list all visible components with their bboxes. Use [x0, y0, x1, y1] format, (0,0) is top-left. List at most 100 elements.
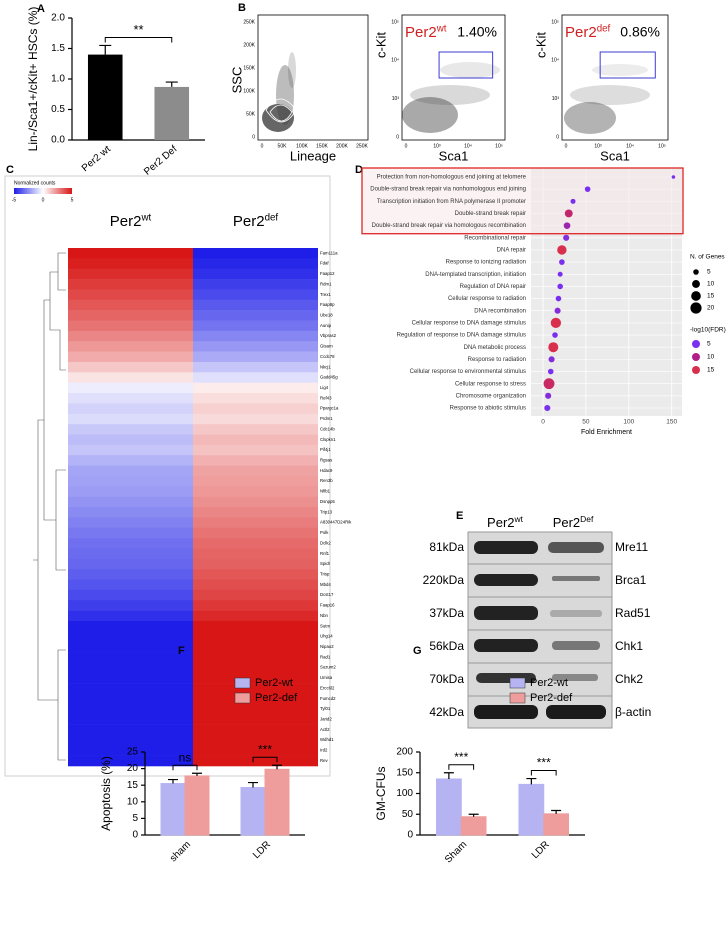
dot — [552, 332, 558, 338]
heatmap-cell — [68, 755, 193, 767]
heatmap-cell — [68, 444, 193, 456]
heatmap-cell — [68, 434, 193, 446]
term-label: DNA recombination — [474, 308, 526, 314]
heatmap-cell — [68, 538, 193, 549]
y-tick-label: 15 — [127, 780, 139, 791]
significance-label: *** — [454, 750, 468, 764]
significance-bracket — [252, 756, 278, 763]
heatmap-cell — [193, 724, 318, 736]
flow-title: Per2def — [565, 23, 611, 41]
row-label: Fumcd2 — [320, 696, 336, 701]
panel-letter: G — [413, 645, 422, 657]
error-bar — [551, 809, 562, 814]
heatmap-cell — [193, 589, 318, 601]
bar — [436, 778, 462, 836]
heatmap-cell — [193, 693, 318, 705]
y-tick-label: 0 — [396, 134, 399, 140]
heatmap-cell — [193, 361, 318, 373]
heatmap-cell — [68, 289, 193, 301]
term-label: Cellular response to environmental stimu… — [410, 369, 526, 375]
x-tick-label: 10⁵ — [658, 143, 666, 149]
row-label: Faap8p — [320, 302, 335, 307]
heatmap-cell — [193, 372, 318, 383]
row-label: Prdm1 — [320, 416, 333, 421]
heatmap-cell — [68, 714, 193, 725]
highlight-box — [361, 167, 684, 235]
heatmap-cell — [68, 734, 193, 746]
contour — [265, 98, 297, 123]
error-bar — [468, 813, 479, 817]
legend-swatch — [509, 677, 526, 689]
flow-plot-frame — [257, 14, 369, 141]
y-tick-label: 0.0 — [51, 135, 65, 146]
panel-letter: A — [37, 3, 45, 15]
y-tick-label: 100K — [243, 88, 255, 94]
dot — [543, 378, 555, 390]
x-tick-label: 50 — [582, 419, 590, 426]
row-label: Rgsas — [320, 458, 332, 463]
row-label: Nipao2 — [320, 644, 334, 649]
heatmap-cell — [193, 714, 318, 725]
heatmap-cell — [68, 351, 193, 363]
heatmap-cell — [193, 631, 318, 642]
row-label: Rdm1 — [320, 281, 332, 286]
legend-swatch — [234, 692, 251, 704]
heatmap-cell — [193, 672, 318, 684]
row-label: Ref43 — [320, 395, 332, 400]
heatmap-cell — [68, 258, 193, 270]
significance-bracket — [104, 36, 173, 43]
dot — [563, 234, 570, 241]
heatmap-cell — [68, 517, 193, 529]
heatmap-cell — [193, 393, 318, 404]
row-label: Uhg14 — [320, 634, 333, 639]
row-label: Nkcj1 — [320, 364, 331, 369]
error-bar — [526, 777, 537, 785]
heatmap-cell — [193, 538, 318, 549]
dot — [550, 317, 562, 329]
row-label: Mbd4 — [320, 582, 331, 587]
heatmap-cell — [68, 341, 193, 352]
y-axis-label: c-Kit — [533, 32, 548, 58]
heatmap-cell — [193, 434, 318, 446]
term-label: Regulation of DNA repair — [460, 284, 526, 290]
heatmap-cell — [68, 361, 193, 373]
size-legend-dot — [693, 269, 699, 275]
heatmap-cell — [193, 507, 318, 518]
heatmap-cell — [68, 372, 193, 383]
dot — [555, 295, 562, 302]
dot — [545, 392, 552, 399]
x-tick-label: 150K — [316, 143, 328, 149]
dot — [548, 356, 555, 363]
flow-title: Per2wt — [405, 23, 447, 41]
panel-letter: D — [355, 164, 363, 176]
y-tick-label: 200K — [243, 42, 255, 48]
protein-label: Brca1 — [615, 573, 647, 587]
heatmap-cell — [68, 558, 193, 570]
size-legend-label: 5 — [707, 269, 711, 276]
bar — [184, 775, 210, 836]
size-legend-label: 20 — [707, 305, 715, 312]
bar — [160, 783, 186, 836]
y-tick-label: 0 — [252, 134, 255, 140]
y-tick-label: 5 — [132, 813, 138, 824]
heatmap-cell — [193, 351, 318, 363]
heatmap-cell — [68, 455, 193, 466]
flow-title-sup: def — [597, 23, 611, 34]
error-bar — [443, 772, 454, 779]
colorbar-tick-label: 0 — [42, 197, 45, 203]
gate-percent: 0.86% — [620, 24, 660, 40]
heatmap-cell — [193, 320, 318, 332]
term-label: Response to abiotic stimulus — [450, 406, 526, 412]
heatmap-cell — [193, 279, 318, 290]
heatmap-frame — [4, 175, 331, 777]
column-header-sup: def — [265, 212, 279, 223]
heatmap-cell — [193, 620, 318, 632]
row-label: Hdac9 — [320, 468, 333, 473]
row-label: Nfib1 — [320, 489, 331, 494]
y-tick-label: 0.5 — [51, 104, 65, 115]
heatmap-cell — [193, 268, 318, 280]
heatmap-cell — [193, 569, 318, 580]
row-label: Sutm — [320, 623, 330, 628]
colorbar — [14, 188, 72, 194]
